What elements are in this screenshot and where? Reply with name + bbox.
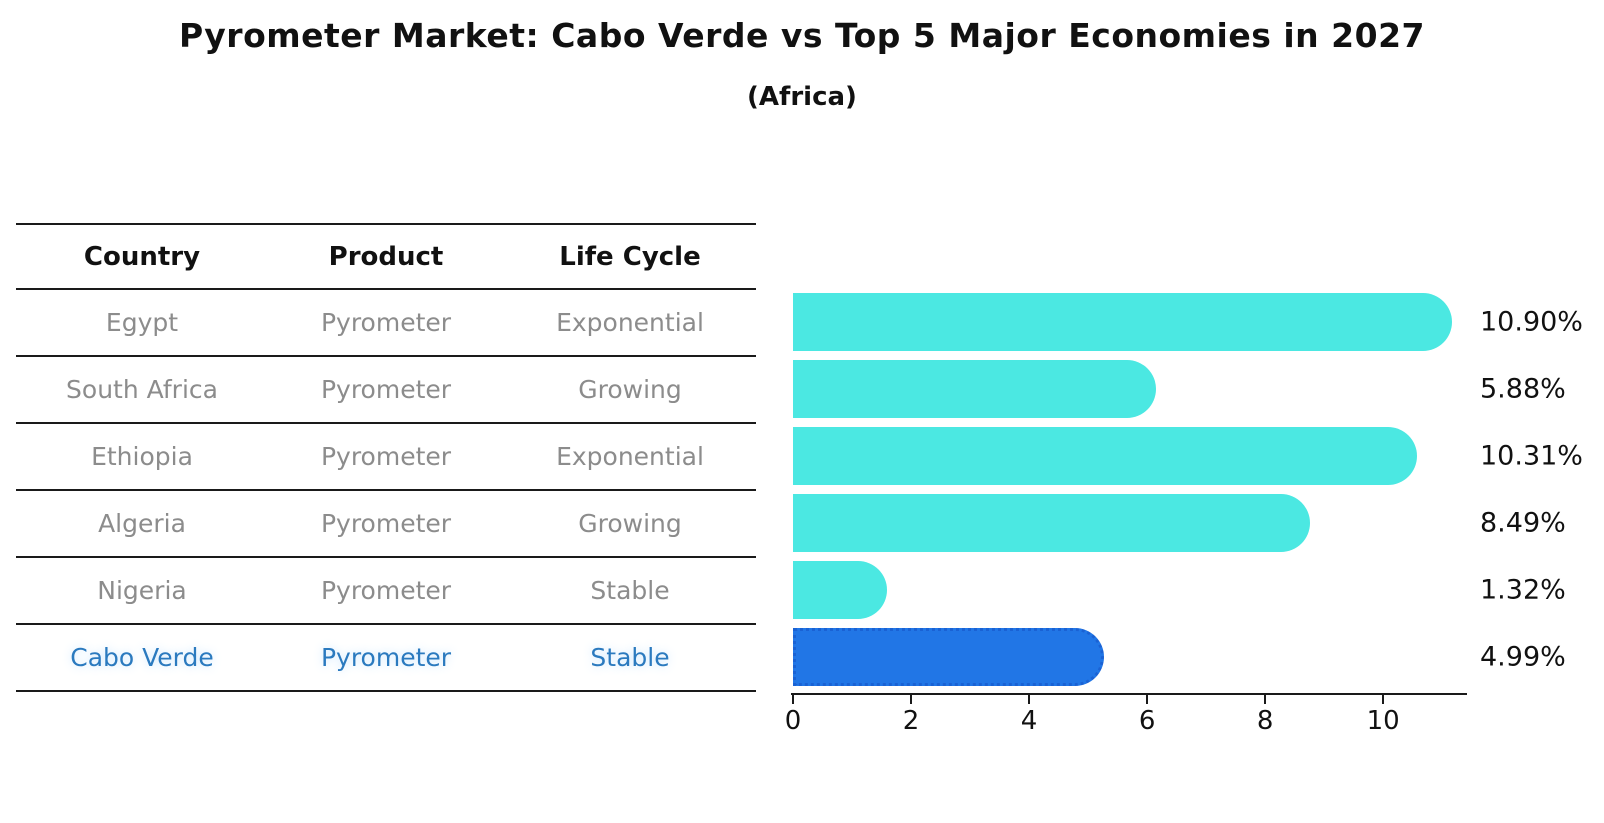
x-tick-label-2: 2	[902, 706, 920, 736]
bar-south-africa	[793, 359, 1156, 418]
x-tick-mark-6	[1146, 695, 1149, 704]
table-row-cabo-verde: Cabo Verde Pyrometer Stable	[16, 625, 756, 692]
value-label-algeria: 8.49%	[1480, 507, 1566, 538]
x-tick-label-4: 4	[1020, 706, 1038, 736]
table-header-product: Product	[328, 241, 444, 272]
table-header-country: Country	[83, 241, 201, 272]
table-row-ethiopia: Ethiopia Pyrometer Exponential	[16, 424, 756, 491]
x-tick-mark-8	[1264, 695, 1267, 704]
chart-title: Pyrometer Market: Cabo Verde vs Top 5 Ma…	[178, 16, 1426, 55]
table-cell-country: South Africa	[66, 375, 218, 404]
country-table: Country Product Life Cycle Egypt Pyromete…	[16, 223, 756, 692]
x-tick-label-6: 6	[1138, 706, 1156, 736]
table-cell-product: Pyrometer	[320, 442, 452, 471]
table-cell-country: Ethiopia	[91, 442, 193, 471]
table-cell-country: Algeria	[98, 509, 186, 538]
table-row-south-africa: South Africa Pyrometer Growing	[16, 357, 756, 424]
table-header-life-cycle: Life Cycle	[559, 241, 701, 272]
bar-algeria	[793, 493, 1310, 552]
table-cell-life-cycle: Exponential	[556, 442, 704, 471]
value-label-cabo-verde: 4.99%	[1480, 641, 1566, 672]
table-cell-product: Pyrometer	[320, 576, 452, 605]
bar-cabo-verde	[793, 627, 1104, 686]
table-cell-life-cycle: Growing	[578, 375, 682, 404]
table-cell-life-cycle: Stable	[590, 576, 670, 605]
value-label-nigeria: 1.32%	[1480, 574, 1566, 605]
table-cell-country: Nigeria	[97, 576, 187, 605]
table-row-nigeria: Nigeria Pyrometer Stable	[16, 558, 756, 625]
table-row-egypt: Egypt Pyrometer Exponential	[16, 290, 756, 357]
table-cell-product: Pyrometer	[320, 308, 452, 337]
table-cell-life-cycle: Stable	[590, 643, 670, 672]
bar-ethiopia	[793, 426, 1417, 485]
table-cell-product: Pyrometer	[320, 375, 452, 404]
x-tick-mark-0	[792, 695, 794, 704]
table-cell-life-cycle: Exponential	[556, 308, 704, 337]
x-axis-line	[791, 693, 1467, 695]
bar-egypt	[793, 292, 1452, 351]
table-cell-product: Pyrometer	[320, 509, 452, 538]
value-label-ethiopia: 10.31%	[1480, 440, 1583, 471]
bar-nigeria	[793, 560, 887, 619]
table-header-row: Country Product Life Cycle	[16, 225, 756, 290]
table-row-algeria: Algeria Pyrometer Growing	[16, 491, 756, 558]
table-cell-country: Egypt	[105, 308, 179, 337]
x-tick-label-8: 8	[1256, 706, 1274, 736]
x-tick-mark-10	[1382, 695, 1385, 704]
table-cell-life-cycle: Growing	[578, 509, 682, 538]
x-tick-mark-4	[1028, 695, 1031, 704]
value-label-egypt: 10.90%	[1480, 306, 1583, 337]
value-label-south-africa: 5.88%	[1480, 373, 1566, 404]
chart-subtitle: (Africa)	[747, 82, 857, 112]
x-tick-label-10: 10	[1366, 706, 1400, 736]
table-cell-product: Pyrometer	[320, 643, 452, 672]
x-tick-mark-2	[910, 695, 913, 704]
x-tick-label-0: 0	[784, 706, 802, 736]
table-body: Egypt Pyrometer Exponential South Africa Pyr…	[16, 290, 756, 692]
table-cell-country: Cabo Verde	[70, 643, 214, 672]
